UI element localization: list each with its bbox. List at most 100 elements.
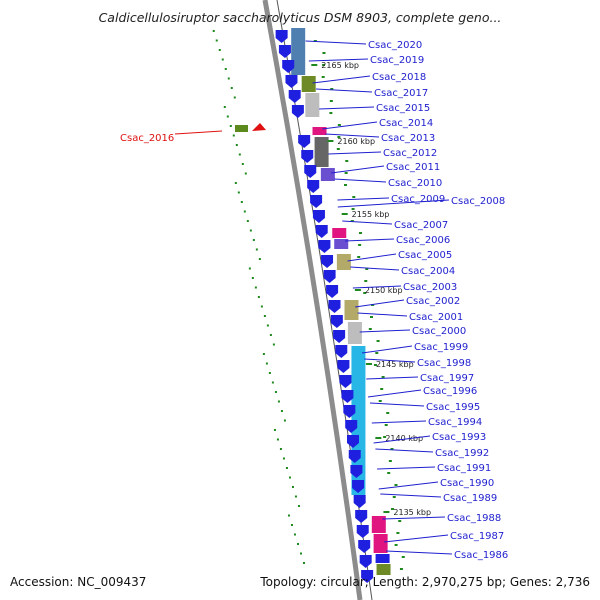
- gc-dot: [277, 400, 280, 403]
- gc-dot: [394, 544, 398, 546]
- gc-dot: [329, 112, 333, 114]
- kbp-label: 2160 kbp: [337, 137, 375, 146]
- gene-arrow: [282, 60, 295, 73]
- gene-label-csac-2016: Csac_2016: [120, 133, 174, 144]
- gene-label: Csac_2003: [403, 282, 457, 293]
- gene-arrow: [353, 495, 366, 508]
- gene-label: Csac_2014: [379, 118, 433, 129]
- gc-dot: [232, 134, 235, 137]
- gc-dot: [287, 514, 290, 517]
- leader-line: [337, 197, 390, 201]
- cog-block: [305, 93, 320, 117]
- cog-block: [347, 322, 362, 344]
- gene-arrow: [318, 240, 331, 253]
- gene-label: Csac_1998: [417, 358, 471, 369]
- kbp-scale: 2165 kbp 2160 kbp 2155 kbp 2150 kbp 2145 kbp…: [311, 61, 431, 517]
- leader-line: [375, 448, 434, 453]
- gc-dot: [394, 484, 398, 486]
- gene-arrow: [352, 480, 365, 493]
- gc-dot: [376, 340, 380, 342]
- gene-label: Csac_2020: [368, 40, 422, 51]
- leader-line: [378, 481, 439, 490]
- cog-block: [344, 300, 359, 320]
- gene-arrow: [275, 30, 288, 43]
- gc-dot: [375, 352, 379, 354]
- gc-dot: [244, 172, 247, 175]
- gc-dot: [234, 182, 237, 184]
- gene-label: Csac_2000: [412, 326, 466, 337]
- gene-arrow: [328, 300, 341, 313]
- leader-line: [361, 345, 413, 354]
- gc-dot: [363, 292, 367, 294]
- cog-block: [336, 254, 351, 270]
- kbp-label: 2165 kbp: [321, 61, 359, 70]
- gene-arrow: [348, 450, 361, 463]
- leader-line: [359, 329, 411, 333]
- gene-arrow: [345, 420, 358, 433]
- gc-dot: [358, 244, 362, 246]
- leader-line: [325, 133, 380, 138]
- gc-dot: [322, 64, 326, 66]
- gc-dot: [272, 343, 275, 346]
- gene-arrow: [307, 180, 320, 193]
- gc-dot: [262, 353, 265, 355]
- gene-label: Csac_2010: [388, 178, 442, 189]
- gene-label: Csac_2009: [391, 194, 445, 205]
- gene-label: Csac_2001: [409, 312, 463, 323]
- leader-line-red: [174, 130, 223, 135]
- leader-line: [371, 420, 427, 424]
- gc-dot: [386, 412, 390, 414]
- gene-label: Csac_1997: [420, 373, 474, 384]
- cog-block: [375, 554, 390, 563]
- gc-dot: [248, 267, 251, 270]
- gc-dot: [330, 88, 334, 90]
- cog-block: [314, 137, 329, 167]
- gene-label: Csac_2012: [383, 148, 437, 159]
- gene-label: Csac_1986: [454, 550, 508, 561]
- gc-dot: [269, 334, 272, 336]
- leader-line: [377, 466, 436, 470]
- gene-arrow: [341, 390, 354, 403]
- leader-line: [350, 266, 400, 271]
- gc-dot: [369, 316, 373, 318]
- gc-dot: [337, 136, 341, 138]
- gc-dot: [293, 533, 296, 536]
- leader-line: [315, 88, 373, 93]
- gc-dot: [378, 400, 382, 402]
- gc-dot: [381, 376, 385, 378]
- leader-line: [373, 435, 431, 444]
- gene-arrow: [356, 525, 369, 538]
- gc-dot: [229, 125, 232, 127]
- gc-dot: [226, 115, 229, 118]
- gc-dot: [399, 568, 403, 570]
- gc-dot: [345, 160, 349, 162]
- gene-label: Csac_2004: [401, 266, 455, 277]
- kbp-label: 2145 kbp: [376, 360, 414, 369]
- cog-block: [301, 76, 316, 92]
- gc-dot: [358, 232, 362, 234]
- gc-dot: [254, 286, 257, 289]
- gene-arrow: [333, 330, 346, 343]
- gc-dot: [392, 496, 396, 498]
- gc-dot: [251, 277, 254, 279]
- gene-label: Csac_1993: [432, 432, 486, 443]
- leader-line: [334, 178, 387, 183]
- gc-dot: [212, 30, 215, 32]
- gene-label: Csac_1987: [450, 531, 504, 542]
- gene-arrow: [326, 285, 339, 298]
- gc-dot: [218, 49, 221, 51]
- leader-line: [382, 516, 446, 520]
- gc-dot: [255, 248, 258, 251]
- map-title: Caldicellulosiruptor saccharolyticus DSM…: [99, 10, 502, 25]
- gene-label: Csac_2011: [386, 162, 440, 173]
- gc-dot: [215, 39, 218, 42]
- gene-label: Csac_2008: [451, 196, 505, 207]
- gc-dot: [396, 532, 400, 534]
- gene-arrow: [298, 135, 311, 148]
- gc-dot: [344, 172, 348, 174]
- leader-line: [328, 151, 382, 155]
- gc-dot: [290, 524, 293, 526]
- leader-line: [347, 253, 397, 262]
- gc-dot: [258, 258, 261, 260]
- gc-dot: [279, 448, 282, 450]
